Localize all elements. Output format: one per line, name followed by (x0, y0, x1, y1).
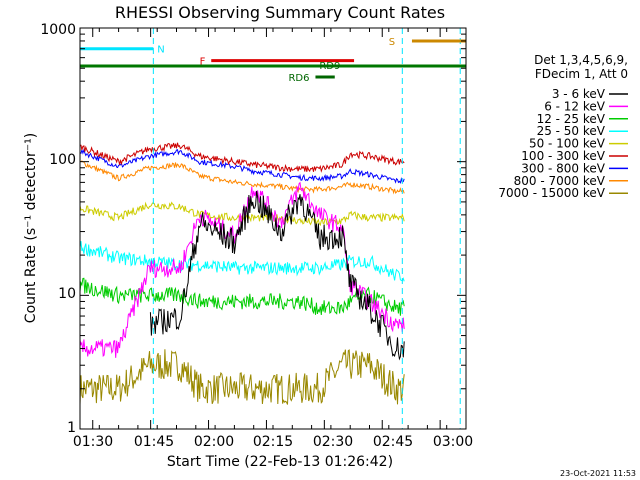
series-line (79, 160, 405, 195)
flag-layer: N F RD6 RD9 S (80, 28, 466, 429)
series-line (79, 142, 405, 173)
y-tick-label: 1000 (40, 22, 76, 38)
flag-label: N (157, 45, 164, 56)
series-line (79, 277, 405, 316)
legend-header-line-1: Det 1,3,4,5,6,9, (534, 53, 628, 67)
flag-label: RD6 (288, 73, 309, 84)
x-tick-label: 02:00 (194, 434, 234, 450)
legend-label: 300 - 800 keV (521, 161, 605, 175)
x-tick-label: 02:45 (373, 434, 413, 450)
y-tick-label: 10 (58, 286, 76, 302)
legend-label: 100 - 300 keV (521, 149, 605, 163)
series-layer (79, 142, 405, 405)
flag-label: F (200, 57, 206, 68)
series-line (79, 148, 405, 184)
tick-layer (79, 28, 467, 430)
x-tick-label: 02:15 (253, 434, 293, 450)
y-tick-label: 1 (67, 420, 76, 436)
x-tick-label: 03:00 (433, 434, 473, 450)
legend-label: 12 - 25 keV (537, 112, 606, 126)
x-axis-label: Start Time (22-Feb-13 01:26:42) (167, 454, 393, 470)
legend-label: 7000 - 15000 keV (498, 186, 605, 200)
x-tick-label: 01:45 (134, 434, 174, 450)
legend-label: 3 - 6 keV (552, 87, 606, 101)
legend-label: 6 - 12 keV (544, 99, 606, 113)
series-line (149, 190, 405, 361)
flag-label: RD9 (319, 61, 340, 72)
y-axis-label: Count Rate (s⁻¹ detector⁻¹) (23, 133, 39, 323)
x-tick-label: 01:30 (73, 434, 113, 450)
flag-label: S (389, 37, 395, 48)
x-tick-label: 02:30 (313, 434, 353, 450)
legend-label: 800 - 7000 keV (514, 174, 606, 188)
chart-title: RHESSI Observing Summary Count Rates (115, 3, 445, 22)
legend-header-line-2: FDecim 1, Att 0 (535, 67, 628, 81)
y-tick-label: 100 (49, 152, 76, 168)
legend-label: 25 - 50 keV (537, 124, 606, 138)
series-line (79, 181, 405, 358)
series-line (79, 349, 405, 405)
legend-label: 50 - 100 keV (529, 137, 606, 151)
timestamp: 23-Oct-2021 11:53 (560, 469, 636, 478)
series-line (79, 241, 405, 282)
